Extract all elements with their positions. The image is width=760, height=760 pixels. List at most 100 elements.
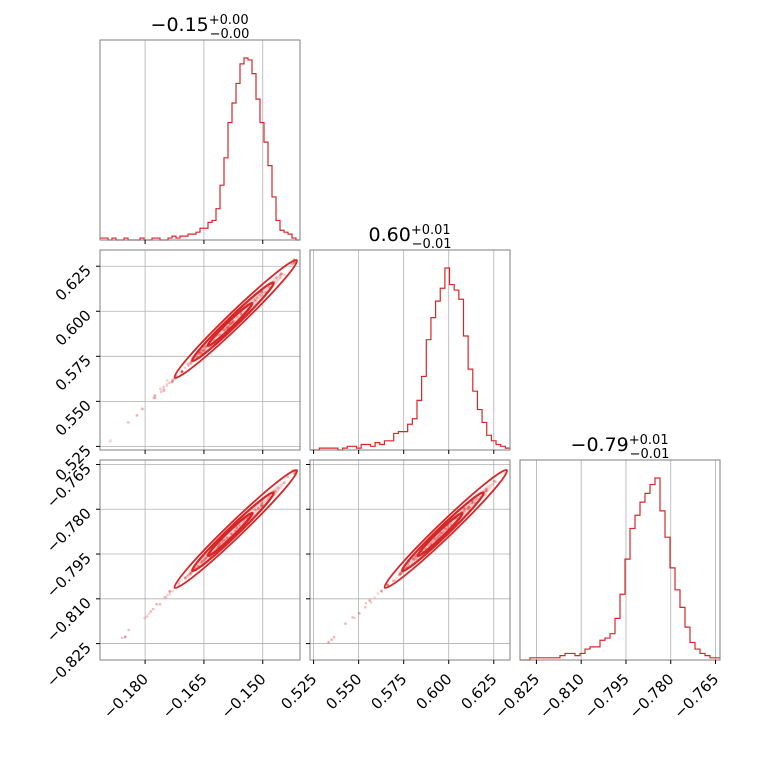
scatter-point — [471, 501, 474, 505]
scatter-point — [485, 487, 488, 491]
y-tick-label-p1: 0.550 — [52, 396, 95, 439]
x-tick-label-p1: 0.575 — [367, 670, 410, 713]
scatter-point — [228, 323, 231, 326]
scatter-point — [236, 526, 239, 530]
x-tick-label-p0: −0.165 — [159, 670, 211, 722]
scatter-point — [180, 370, 183, 374]
scatter-point — [185, 575, 188, 578]
contour-level — [206, 301, 254, 348]
scatter-point — [188, 572, 192, 575]
scatter-point — [189, 362, 193, 365]
scatter-point — [229, 322, 232, 326]
scatter-point — [429, 542, 432, 545]
scatter-point — [201, 349, 204, 352]
scatter-point — [171, 380, 174, 384]
scatter-panel-p0-p1 — [96, 249, 301, 454]
scatter-point — [140, 407, 144, 411]
scatter-point — [411, 557, 415, 560]
scatter-point — [231, 321, 234, 324]
scatter-point — [434, 537, 438, 540]
scatter-point — [124, 635, 127, 638]
x-tick-label-p2: −0.795 — [581, 670, 633, 722]
scatter-point — [143, 616, 146, 620]
scatter-point — [369, 601, 373, 604]
scatter-point — [260, 505, 263, 508]
scatter-point — [471, 501, 474, 504]
scatter-point — [225, 325, 229, 329]
scatter-point — [218, 543, 222, 546]
scatter-point — [168, 590, 171, 594]
scatter-point — [154, 394, 157, 397]
scatter-point — [257, 506, 260, 510]
x-tick-label-p0: −0.180 — [100, 670, 152, 722]
scatter-point — [258, 293, 261, 297]
y-tick-label-p2: −0.825 — [43, 639, 95, 691]
scatter-point — [413, 555, 417, 558]
scatter-point — [327, 640, 330, 644]
scatter-point — [463, 509, 466, 512]
scatter-point — [399, 572, 403, 576]
scatter-point — [431, 540, 434, 543]
scatter-point — [443, 527, 447, 531]
title-p1: 0.60+0.01 −0.01 — [369, 223, 452, 252]
scatter-point — [380, 590, 384, 593]
scatter-point — [153, 394, 156, 397]
scatter-point — [253, 508, 257, 511]
scatter-point — [483, 493, 487, 497]
scatter-point — [467, 505, 470, 509]
scatter-point — [291, 262, 295, 266]
scatter-point — [431, 540, 435, 543]
scatter-point — [168, 589, 172, 593]
scatter-point — [204, 556, 208, 560]
scatter-point — [293, 261, 296, 264]
title-p2: −0.79+0.01 −0.01 — [571, 433, 670, 462]
scatter-point — [471, 500, 474, 503]
scatter-point — [165, 384, 168, 388]
scatter-point — [268, 495, 271, 498]
scatter-point — [449, 523, 453, 526]
scatter-point — [351, 616, 354, 619]
scatter-point — [196, 564, 200, 568]
contour-level — [400, 491, 485, 573]
scatter-point — [259, 294, 263, 297]
scatter-point — [218, 333, 222, 336]
scatter-point — [282, 481, 286, 484]
scatter-point — [226, 326, 229, 329]
y-tick-label-p1: 0.625 — [52, 261, 95, 304]
scatter-point — [442, 530, 445, 534]
scatter-point — [187, 364, 190, 367]
scatter-point — [283, 273, 287, 277]
scatter-point — [492, 480, 496, 483]
scatter-point — [186, 573, 190, 577]
scatter-point — [120, 636, 124, 640]
scatter-point — [166, 593, 169, 597]
scatter-point — [168, 592, 172, 596]
scatter-point — [344, 622, 347, 625]
panel-frame — [519, 459, 721, 661]
scatter-point — [123, 635, 127, 639]
scatter-point — [180, 370, 184, 374]
scatter-point — [363, 606, 367, 609]
scatter-point — [437, 533, 441, 537]
scatter-point — [218, 333, 221, 337]
scatter-point — [468, 506, 471, 510]
scatter-point — [484, 489, 487, 493]
scatter-point — [439, 532, 443, 535]
scatter-point — [224, 327, 227, 331]
scatter-point — [467, 505, 471, 509]
scatter-point — [165, 382, 169, 386]
scatter-point — [159, 390, 163, 394]
scatter-point — [466, 507, 470, 511]
scatter-point — [151, 607, 155, 611]
title-p0: −0.15+0.00 −0.00 — [151, 13, 250, 42]
scatter-point — [227, 324, 231, 328]
title-p2-main: −0.79 — [571, 434, 629, 456]
scatter-point — [135, 414, 139, 417]
scatter-point — [353, 616, 356, 620]
scatter-point — [412, 557, 416, 560]
panel-frame — [99, 459, 301, 661]
scatter-point — [292, 471, 296, 474]
scatter-point — [413, 556, 417, 559]
scatter-point — [203, 348, 207, 352]
scatter-point — [126, 420, 129, 424]
